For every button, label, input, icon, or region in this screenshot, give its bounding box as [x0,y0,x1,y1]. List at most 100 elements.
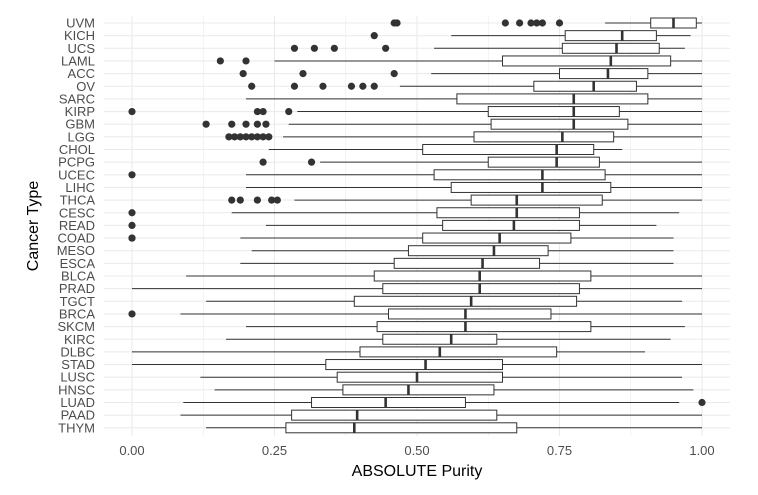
box-paad [180,409,702,421]
outlier-point [382,44,390,52]
iqr-box [442,219,580,231]
iqr-box [456,93,649,105]
outlier-point [253,133,261,141]
box-pcpg [259,156,702,168]
outlier-point [501,19,509,27]
box-chol [268,144,623,155]
outlier-point [216,57,224,65]
outlier-point [359,82,367,90]
y-tick-labels: UVMKICHUCSLAMLACCOVSARCKIRPGBMLGGCHOLPCP… [57,16,96,436]
outlier-point [231,133,239,141]
iqr-box [564,30,657,42]
iqr-box [436,207,580,219]
iqr-box [359,346,558,358]
outlier-point [128,171,136,179]
outlier-point [242,133,250,141]
box-kirp [128,106,702,118]
outlier-point [236,196,244,204]
iqr-box [336,371,504,383]
outlier-point [273,196,281,204]
iqr-box [285,422,518,434]
outlier-point [128,221,136,229]
outlier-point [285,107,293,116]
iqr-box [353,295,578,307]
iqr-box [376,321,592,333]
y-tick-label: SARC [59,91,95,106]
box-esca [240,257,674,269]
y-tick-label: UCEC [58,167,95,182]
y-tick-label: UCS [68,41,96,56]
x-tick-label: 0.25 [262,443,287,458]
y-tick-label: READ [59,218,95,233]
y-tick-label: PAAD [61,408,95,423]
y-tick-label: COAD [57,231,95,246]
iqr-box [533,80,637,92]
box-read [128,219,657,231]
outlier-point [370,82,378,90]
outlier-point [128,310,136,318]
box-thym [206,422,702,434]
box-kirc [226,333,671,345]
outlier-point [236,133,244,141]
outlier-point [259,107,267,116]
iqr-box [382,333,498,345]
y-tick-label: KICH [64,28,95,43]
box-sarc [246,93,702,105]
outlier-point [347,82,356,90]
box-tgct [206,295,683,307]
iqr-box [311,397,466,408]
box-dlbc [132,346,645,358]
x-tick-label: 1.00 [689,443,714,458]
outlier-point [253,107,261,116]
outlier-point [253,196,261,204]
y-tick-label: LIHC [65,180,95,195]
box-luad [183,397,706,408]
y-tick-label: LGG [68,129,95,144]
y-tick-label: THYM [58,420,95,435]
box-gbm [202,118,702,130]
box-stad [132,359,702,371]
box-meso [251,245,674,257]
y-tick-label: TGCT [60,294,95,309]
outlier-point [259,133,267,141]
x-tick-label: 0.50 [404,443,429,458]
box-lusc [200,371,683,383]
iqr-box [433,169,606,181]
iqr-box [502,55,672,67]
iqr-box [487,106,620,118]
outlier-point [242,57,250,65]
y-tick-label: LUAD [60,395,95,410]
y-tick-label: ESCA [60,256,96,271]
outlier-point [290,44,299,52]
outlier-point [319,82,327,90]
y-tick-label: HNSC [58,382,95,397]
iqr-box [291,409,498,421]
outlier-point [290,82,299,90]
outlier-point [516,19,524,27]
y-tick-label: KIRP [65,104,95,119]
iqr-box [450,181,612,193]
iqr-box [487,156,600,168]
x-tick-labels: 0.00 0.25 0.50 0.75 1.00 [119,443,714,458]
y-tick-label: CESC [59,205,95,220]
iqr-box [490,118,629,130]
iqr-box [342,384,495,396]
outlier-point [228,196,236,204]
outlier-point [253,120,261,128]
outlier-point [248,82,256,90]
outlier-point [248,133,256,141]
y-axis-title: Cancer Type [25,181,42,272]
iqr-box [473,131,615,143]
box-coad [128,232,674,244]
outlier-point [259,158,267,166]
box-lgg [225,131,702,143]
y-tick-label: UVM [66,16,95,31]
outlier-point [527,19,535,27]
iqr-box [422,232,572,244]
box-thca [228,194,702,206]
outlier-point [307,158,316,166]
y-tick-label: GBM [65,117,95,132]
box-prad [132,283,702,295]
